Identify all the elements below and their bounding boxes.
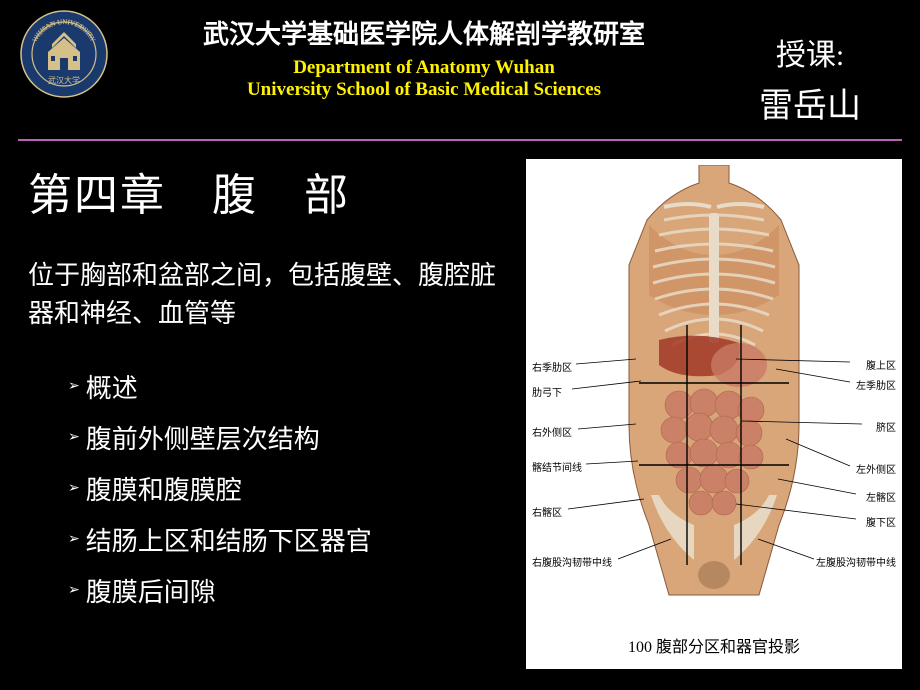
- svg-text:武汉大学: 武汉大学: [48, 75, 80, 85]
- department-en-line1: Department of Anatomy Wuhan: [120, 57, 728, 79]
- list-item: ➢ 概述: [68, 368, 508, 405]
- list-item: ➢ 结肠上区和结肠下区器官: [68, 521, 508, 558]
- anat-label: 脐区: [876, 419, 896, 434]
- chevron-right-icon: ➢: [68, 480, 80, 497]
- chapter-description: 位于胸部和盆部之间，包括腹壁、腹腔脏器和神经、血管等: [28, 257, 508, 332]
- list-item: ➢ 腹膜后间隙: [68, 572, 508, 609]
- chapter-title: 第四章 腹 部: [28, 159, 508, 223]
- anat-label: 肋弓下: [532, 384, 562, 399]
- anat-label: 髂结节间线: [532, 459, 582, 474]
- chevron-right-icon: ➢: [68, 582, 80, 599]
- anat-label: 右外侧区: [532, 424, 572, 439]
- torso-illustration: [609, 165, 819, 605]
- figure-column: 右季肋区 肋弓下 右外侧区 髂结节间线 右髂区 右腹股沟韧带中线 腹上区 左季肋…: [526, 159, 902, 669]
- chevron-right-icon: ➢: [68, 429, 80, 446]
- list-item: ➢ 腹膜和腹膜腔: [68, 470, 508, 507]
- anat-label: 右季肋区: [532, 359, 572, 374]
- list-item: ➢ 腹前外侧壁层次结构: [68, 419, 508, 456]
- lecturer-name: 雷岳山: [740, 78, 880, 127]
- text-column: 第四章 腹 部 位于胸部和盆部之间，包括腹壁、腹腔脏器和神经、血管等 ➢ 概述 …: [28, 159, 508, 669]
- anat-label: 左腹股沟韧带中线: [816, 554, 896, 569]
- lecturer-block: 授课: 雷岳山: [740, 10, 900, 127]
- bullet-text: 腹膜和腹膜腔: [86, 470, 242, 507]
- anatomy-figure: 右季肋区 肋弓下 右外侧区 髂结节间线 右髂区 右腹股沟韧带中线 腹上区 左季肋…: [526, 159, 902, 669]
- chevron-right-icon: ➢: [68, 378, 80, 395]
- university-logo: WUHAN UNIVERSITY WUHAN UNIVERSITY 武汉大学: [20, 10, 108, 98]
- anat-label: 腹下区: [866, 514, 896, 529]
- anat-label: 左季肋区: [856, 377, 896, 392]
- department-en-line2: University School of Basic Medical Scien…: [120, 79, 728, 101]
- slide-header: WUHAN UNIVERSITY WUHAN UNIVERSITY 武汉大学 武…: [0, 0, 920, 139]
- anat-label: 右髂区: [532, 504, 562, 519]
- anat-label: 右腹股沟韧带中线: [532, 554, 612, 569]
- anat-label: 腹上区: [866, 357, 896, 372]
- slide-content: 第四章 腹 部 位于胸部和盆部之间，包括腹壁、腹腔脏器和神经、血管等 ➢ 概述 …: [0, 141, 920, 669]
- bullet-text: 腹膜后间隙: [86, 572, 216, 609]
- anat-label: 左髂区: [866, 489, 896, 504]
- bullet-text: 腹前外侧壁层次结构: [86, 419, 320, 456]
- anat-label: 左外侧区: [856, 461, 896, 476]
- lecturer-label: 授课:: [740, 30, 880, 74]
- header-titles: 武汉大学基础医学院人体解剖学教研室 Department of Anatomy …: [120, 10, 728, 101]
- bullet-list: ➢ 概述 ➢ 腹前外侧壁层次结构 ➢ 腹膜和腹膜腔 ➢ 结肠上区和结肠下区器官 …: [28, 368, 508, 609]
- bullet-text: 概述: [86, 368, 138, 405]
- bullet-text: 结肠上区和结肠下区器官: [86, 521, 372, 558]
- chevron-right-icon: ➢: [68, 531, 80, 548]
- figure-caption: 100 腹部分区和器官投影: [526, 633, 902, 657]
- university-name-cn: 武汉大学基础医学院人体解剖学教研室: [120, 14, 728, 51]
